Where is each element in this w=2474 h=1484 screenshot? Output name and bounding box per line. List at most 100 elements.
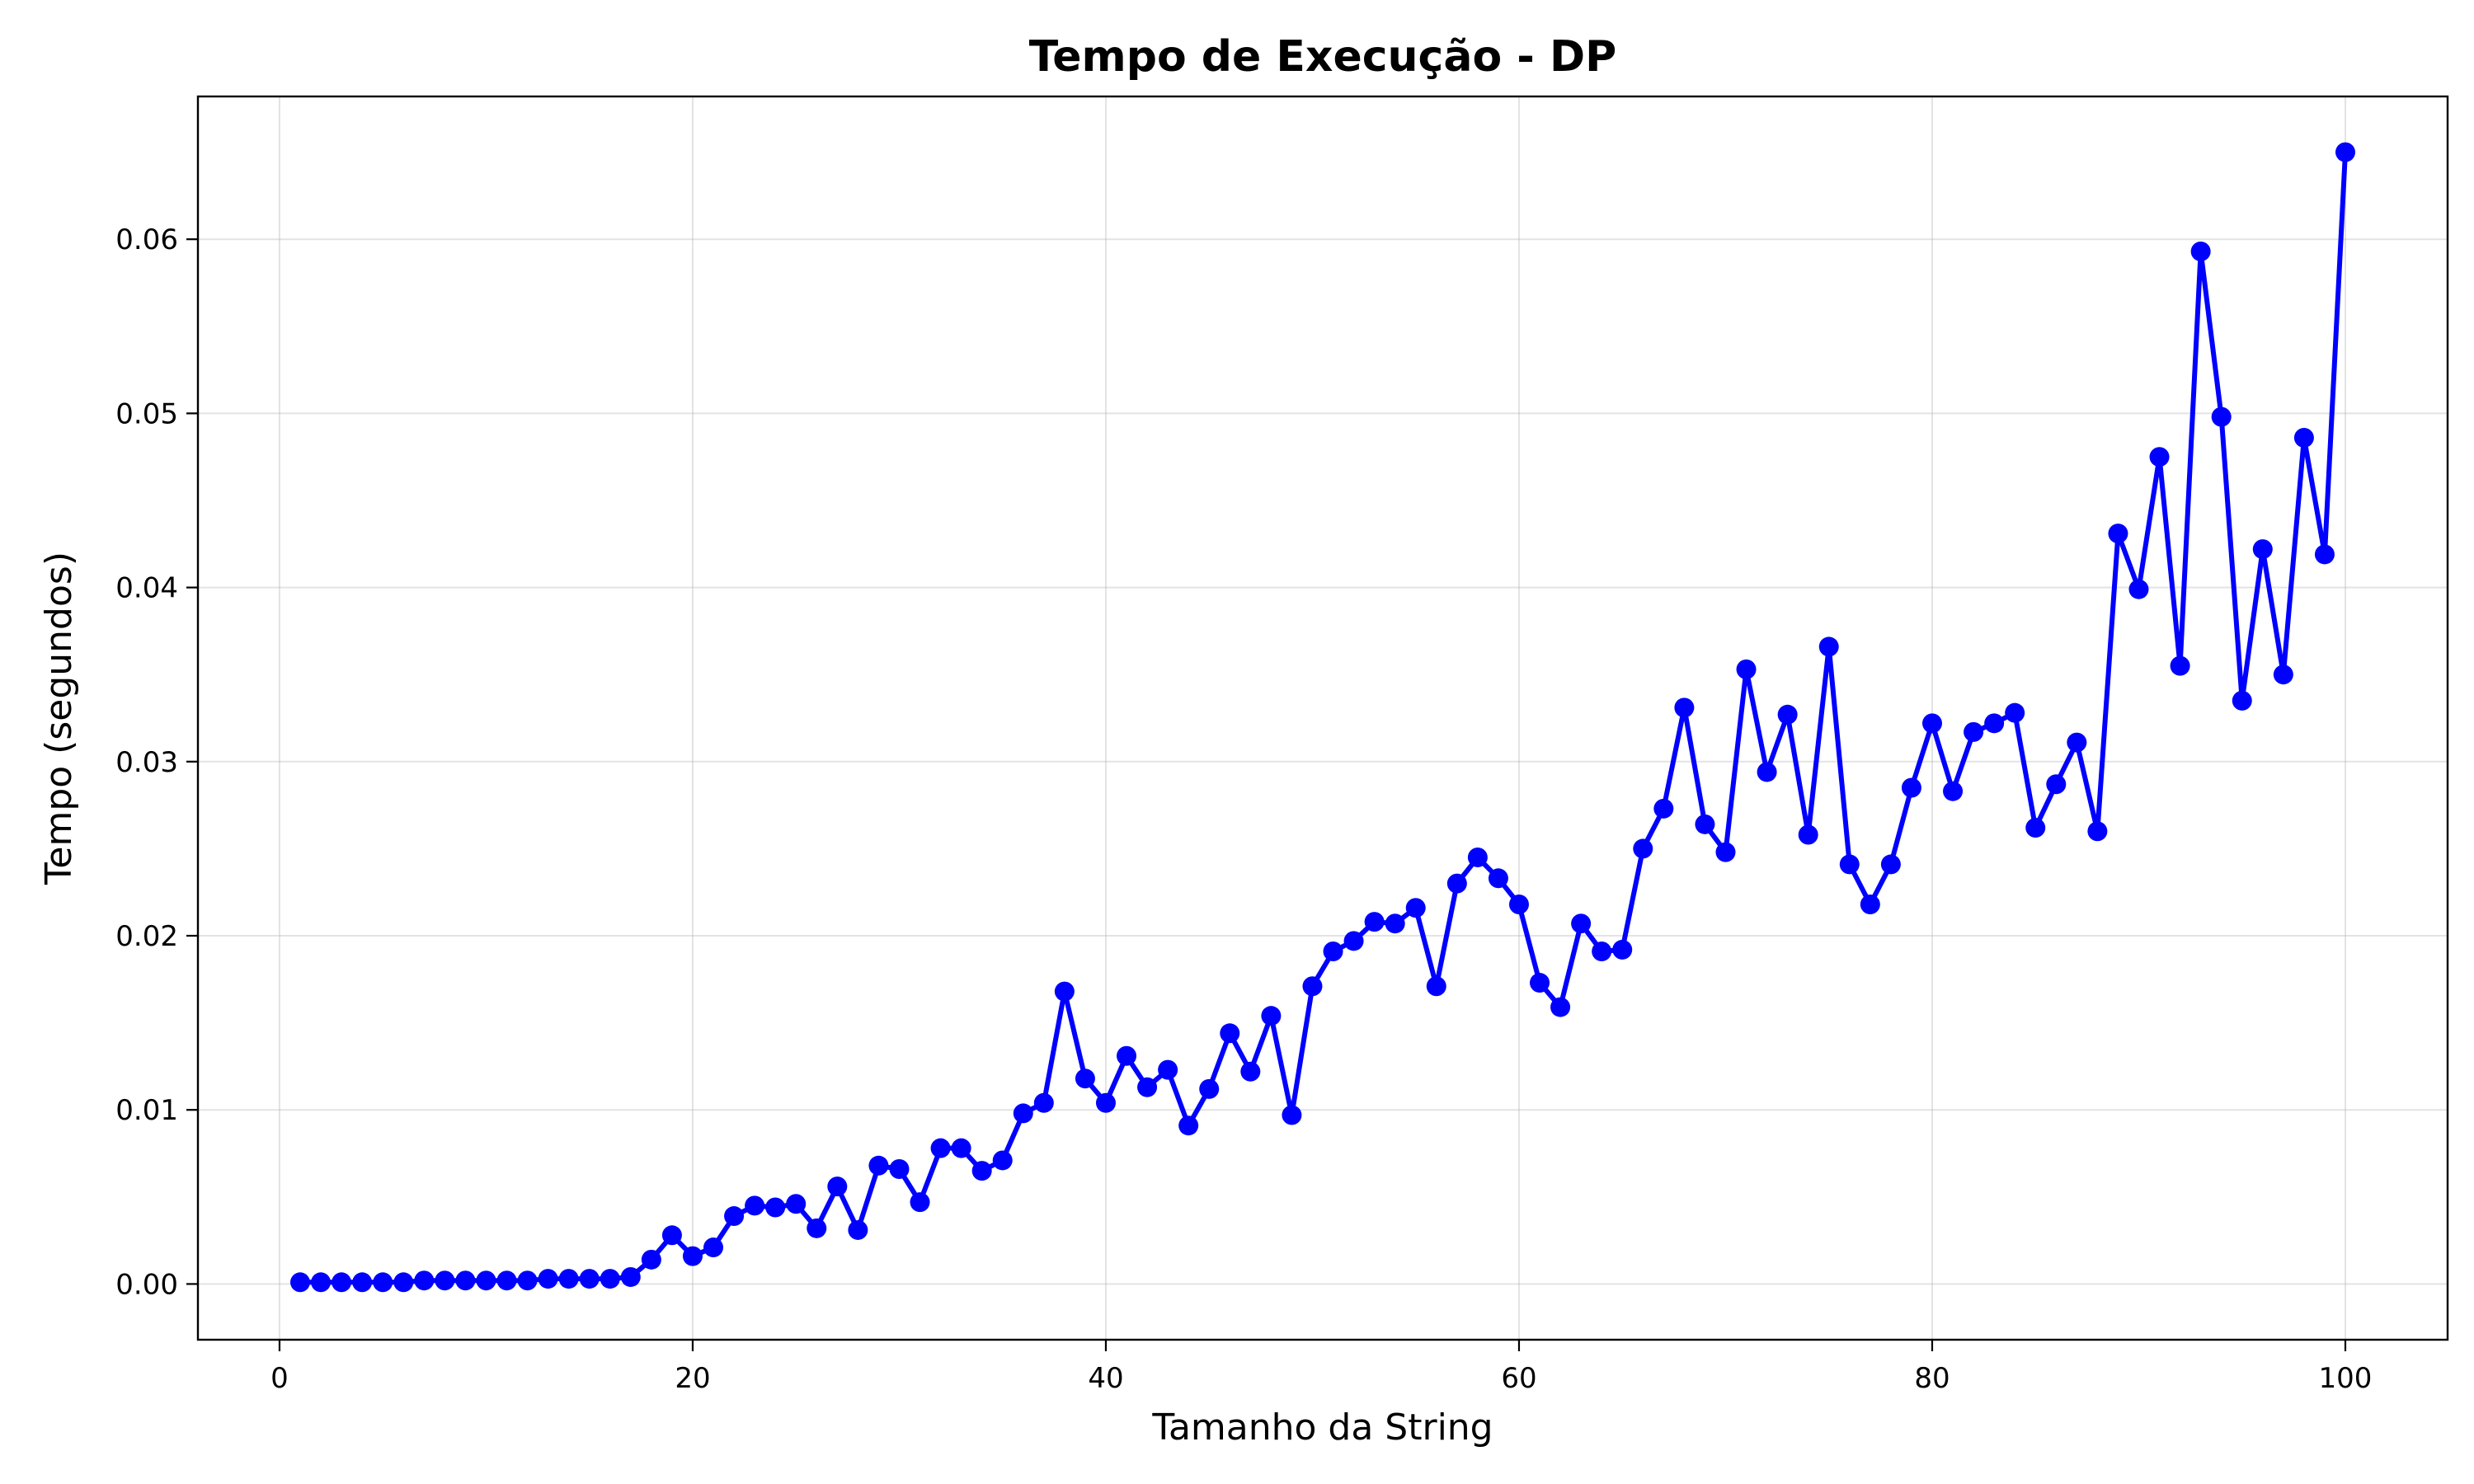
data-point <box>1612 939 1633 960</box>
series-line <box>300 152 2348 1285</box>
data-point <box>1653 798 1674 819</box>
data-point <box>641 1249 661 1270</box>
data-point <box>1095 1092 1116 1113</box>
series-layer <box>290 142 2355 1293</box>
data-point <box>1467 847 1488 867</box>
data-point <box>1220 1023 1240 1044</box>
data-point <box>1426 976 1446 997</box>
data-point <box>1943 781 1964 801</box>
data-point <box>786 1194 807 1214</box>
data-point <box>827 1176 848 1197</box>
data-point <box>1736 659 1757 679</box>
data-point <box>1860 894 1880 914</box>
data-point <box>1323 942 1343 962</box>
data-point <box>2025 818 2046 838</box>
data-point <box>476 1270 496 1291</box>
y-tick-label: 0.05 <box>115 397 178 430</box>
data-point <box>1240 1061 1261 1082</box>
data-point <box>2232 690 2252 711</box>
data-point <box>1798 824 1818 845</box>
data-point <box>2046 774 2067 795</box>
y-tick-label: 0.04 <box>115 572 178 605</box>
data-point <box>1695 814 1715 834</box>
data-point <box>1757 762 1777 782</box>
data-point <box>682 1246 703 1266</box>
data-point <box>290 1272 310 1293</box>
data-point <box>2314 544 2335 565</box>
data-point <box>1674 697 1695 718</box>
data-point <box>2108 524 2128 544</box>
data-point <box>435 1270 455 1291</box>
data-point <box>1282 1105 1302 1125</box>
data-point <box>1921 713 1942 734</box>
x-tick-label: 100 <box>2319 1362 2373 1395</box>
data-point <box>868 1155 889 1176</box>
y-tick-label: 0.03 <box>115 746 178 779</box>
data-point <box>971 1161 992 1181</box>
data-point <box>2128 579 2149 599</box>
data-point <box>517 1270 538 1291</box>
data-point <box>848 1219 868 1240</box>
data-point <box>1261 1006 1282 1026</box>
data-point <box>1199 1078 1220 1099</box>
data-point <box>414 1270 435 1291</box>
x-tick-label: 60 <box>1501 1362 1536 1395</box>
data-point <box>661 1225 682 1246</box>
data-point <box>1715 842 1736 862</box>
data-point <box>496 1270 517 1291</box>
data-point <box>393 1272 414 1293</box>
x-axis: 0 20 40 60 80 100 <box>270 1340 2372 1395</box>
data-point <box>765 1197 786 1218</box>
data-point <box>1013 1103 1033 1124</box>
data-point <box>1964 721 1984 742</box>
data-point <box>332 1272 352 1293</box>
data-point <box>1385 913 1405 934</box>
data-point <box>1364 912 1385 932</box>
y-axis-label: Tempo (segundos) <box>38 552 80 885</box>
data-point <box>352 1272 373 1293</box>
data-point <box>2273 665 2293 685</box>
data-point <box>745 1195 765 1216</box>
x-tick-label: 0 <box>270 1362 289 1395</box>
data-point <box>1633 838 1653 859</box>
data-point <box>807 1218 827 1238</box>
data-point <box>620 1266 641 1287</box>
y-tick-label: 0.00 <box>115 1268 178 1301</box>
data-point <box>373 1272 393 1293</box>
data-point <box>1446 873 1467 894</box>
data-point <box>1158 1059 1178 1080</box>
data-point <box>1302 976 1323 997</box>
data-point <box>1571 913 1592 934</box>
data-point <box>600 1269 620 1289</box>
chart-title: Tempo de Execução - DP <box>1029 32 1617 82</box>
data-point <box>2149 447 2170 467</box>
data-point <box>1880 854 1901 875</box>
x-axis-label: Tamanho da String <box>1151 1407 1493 1449</box>
data-point <box>951 1138 971 1158</box>
data-point <box>1984 713 2005 734</box>
x-tick-label: 80 <box>1914 1362 1950 1395</box>
data-point <box>1405 898 1426 918</box>
y-axis: 0.00 0.01 0.02 0.03 0.04 0.05 0.06 <box>115 223 198 1301</box>
data-point <box>1901 777 1921 798</box>
y-tick-label: 0.01 <box>115 1094 178 1127</box>
data-point <box>2170 655 2190 676</box>
data-point <box>910 1192 930 1213</box>
data-point <box>1530 973 1550 993</box>
data-point <box>2005 702 2025 723</box>
data-point <box>1550 997 1571 1017</box>
data-point <box>2211 406 2232 427</box>
data-point <box>1137 1077 1158 1097</box>
data-point <box>2252 539 2273 560</box>
data-point <box>1117 1045 1137 1066</box>
data-point <box>2190 241 2211 261</box>
data-point <box>2293 427 2314 448</box>
data-point <box>1054 981 1075 1002</box>
data-point <box>2335 142 2355 162</box>
data-point <box>1033 1092 1054 1113</box>
data-point <box>2087 821 2108 842</box>
data-point <box>1818 636 1839 657</box>
data-point <box>455 1270 476 1291</box>
